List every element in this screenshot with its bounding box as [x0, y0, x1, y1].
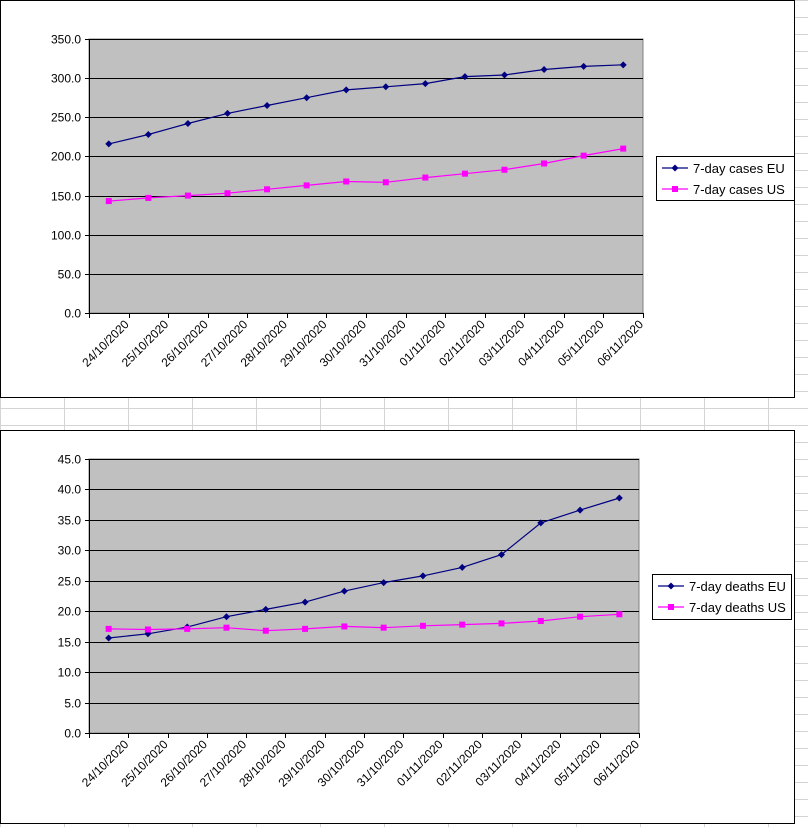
data-point[interactable]: [105, 198, 112, 205]
y-tick-label: 25.0: [58, 575, 82, 589]
data-point[interactable]: [461, 73, 469, 81]
data-point[interactable]: [262, 627, 269, 634]
data-point[interactable]: [303, 182, 310, 189]
data-point[interactable]: [537, 519, 545, 527]
y-tick-label: 0.0: [64, 307, 81, 321]
data-point[interactable]: [224, 190, 231, 197]
y-tick-label: 5.0: [64, 697, 81, 711]
data-point[interactable]: [419, 622, 426, 629]
data-point[interactable]: [302, 625, 309, 632]
data-point[interactable]: [620, 145, 627, 152]
data-point[interactable]: [576, 506, 584, 514]
data-point[interactable]: [498, 620, 505, 627]
y-tick-label: 150.0: [51, 190, 81, 204]
data-point[interactable]: [380, 579, 388, 587]
series-line: [108, 613, 620, 632]
legend: [656, 156, 795, 201]
legend-marker: [672, 186, 678, 192]
data-point[interactable]: [144, 626, 151, 633]
data-point[interactable]: [145, 194, 152, 201]
y-tick-label: 300.0: [51, 72, 81, 86]
cases-chart-svg: 0.050.0100.0150.0200.0250.0300.0350.024/…: [51, 33, 795, 370]
data-point[interactable]: [580, 152, 587, 159]
data-point[interactable]: [184, 192, 191, 199]
plot-area: [88, 38, 644, 314]
legend-label: 7-day deaths EU: [689, 579, 786, 594]
data-point[interactable]: [461, 170, 468, 177]
data-point[interactable]: [419, 572, 427, 580]
data-point[interactable]: [577, 613, 584, 620]
data-point[interactable]: [105, 634, 113, 642]
data-point[interactable]: [619, 61, 627, 69]
data-point[interactable]: [223, 613, 230, 621]
data-point[interactable]: [105, 140, 113, 148]
data-point[interactable]: [421, 80, 429, 88]
y-tick-label: 350.0: [51, 33, 81, 47]
data-point[interactable]: [382, 179, 389, 186]
legend-marker: [668, 604, 674, 610]
data-point[interactable]: [301, 598, 309, 606]
data-point[interactable]: [342, 86, 350, 94]
data-point[interactable]: [263, 102, 271, 110]
data-point[interactable]: [340, 587, 348, 595]
data-point[interactable]: [501, 166, 508, 173]
y-tick-label: 50.0: [58, 268, 82, 282]
legend-label: 7-day deaths US: [689, 600, 786, 615]
y-tick-label: 20.0: [58, 605, 82, 619]
deaths-chart[interactable]: 0.0 5.0 10.0 15.0 20.0 25.0 30.0 35.0 40.0 45.0 24…: [0, 430, 795, 824]
legend: [652, 574, 792, 620]
data-point[interactable]: [380, 624, 387, 631]
legend-marker: [671, 164, 679, 172]
legend-marker: [667, 582, 675, 590]
data-point[interactable]: [341, 623, 348, 630]
data-point[interactable]: [537, 617, 544, 624]
y-tick-label: 30.0: [58, 544, 82, 558]
data-point[interactable]: [144, 630, 152, 638]
deaths-chart-svg: 0.05.010.015.020.025.030.035.040.045.024…: [58, 453, 792, 790]
data-point[interactable]: [262, 605, 270, 613]
data-point[interactable]: [223, 624, 230, 631]
y-tick-label: 0.0: [64, 727, 81, 741]
data-point[interactable]: [303, 94, 311, 102]
data-point[interactable]: [224, 109, 231, 117]
legend-label: 7-day cases EU: [693, 161, 785, 176]
data-point[interactable]: [382, 83, 390, 91]
data-point[interactable]: [422, 174, 429, 181]
data-point[interactable]: [501, 71, 508, 79]
data-point[interactable]: [184, 120, 192, 128]
y-tick-label: 45.0: [58, 453, 82, 467]
data-point[interactable]: [105, 625, 112, 632]
data-point[interactable]: [264, 186, 271, 193]
y-tick-label: 40.0: [58, 483, 82, 497]
data-point[interactable]: [615, 494, 623, 502]
y-tick-label: 100.0: [51, 229, 81, 243]
data-point[interactable]: [184, 625, 191, 632]
series-line: [108, 64, 624, 145]
data-point[interactable]: [343, 178, 350, 185]
data-point[interactable]: [616, 611, 623, 618]
data-point[interactable]: [580, 62, 588, 70]
series-line: [108, 148, 624, 202]
y-tick-label: 15.0: [58, 636, 82, 650]
data-point[interactable]: [144, 131, 152, 139]
y-tick-label: 200.0: [51, 150, 81, 164]
y-tick-label: 35.0: [58, 514, 82, 528]
series-line: [108, 497, 620, 639]
data-point[interactable]: [541, 160, 548, 167]
plot-area: [88, 458, 640, 734]
data-point[interactable]: [458, 563, 466, 571]
data-point[interactable]: [498, 551, 505, 559]
y-tick-label: 250.0: [51, 111, 81, 125]
legend-label: 7-day cases US: [693, 182, 785, 197]
cases-chart[interactable]: 0.0 50.0 100.0 150.0 200.0 250.0 300.0 350.0 24/…: [0, 0, 795, 398]
y-tick-label: 10.0: [58, 666, 82, 680]
data-point[interactable]: [459, 621, 466, 628]
data-point[interactable]: [540, 66, 548, 74]
